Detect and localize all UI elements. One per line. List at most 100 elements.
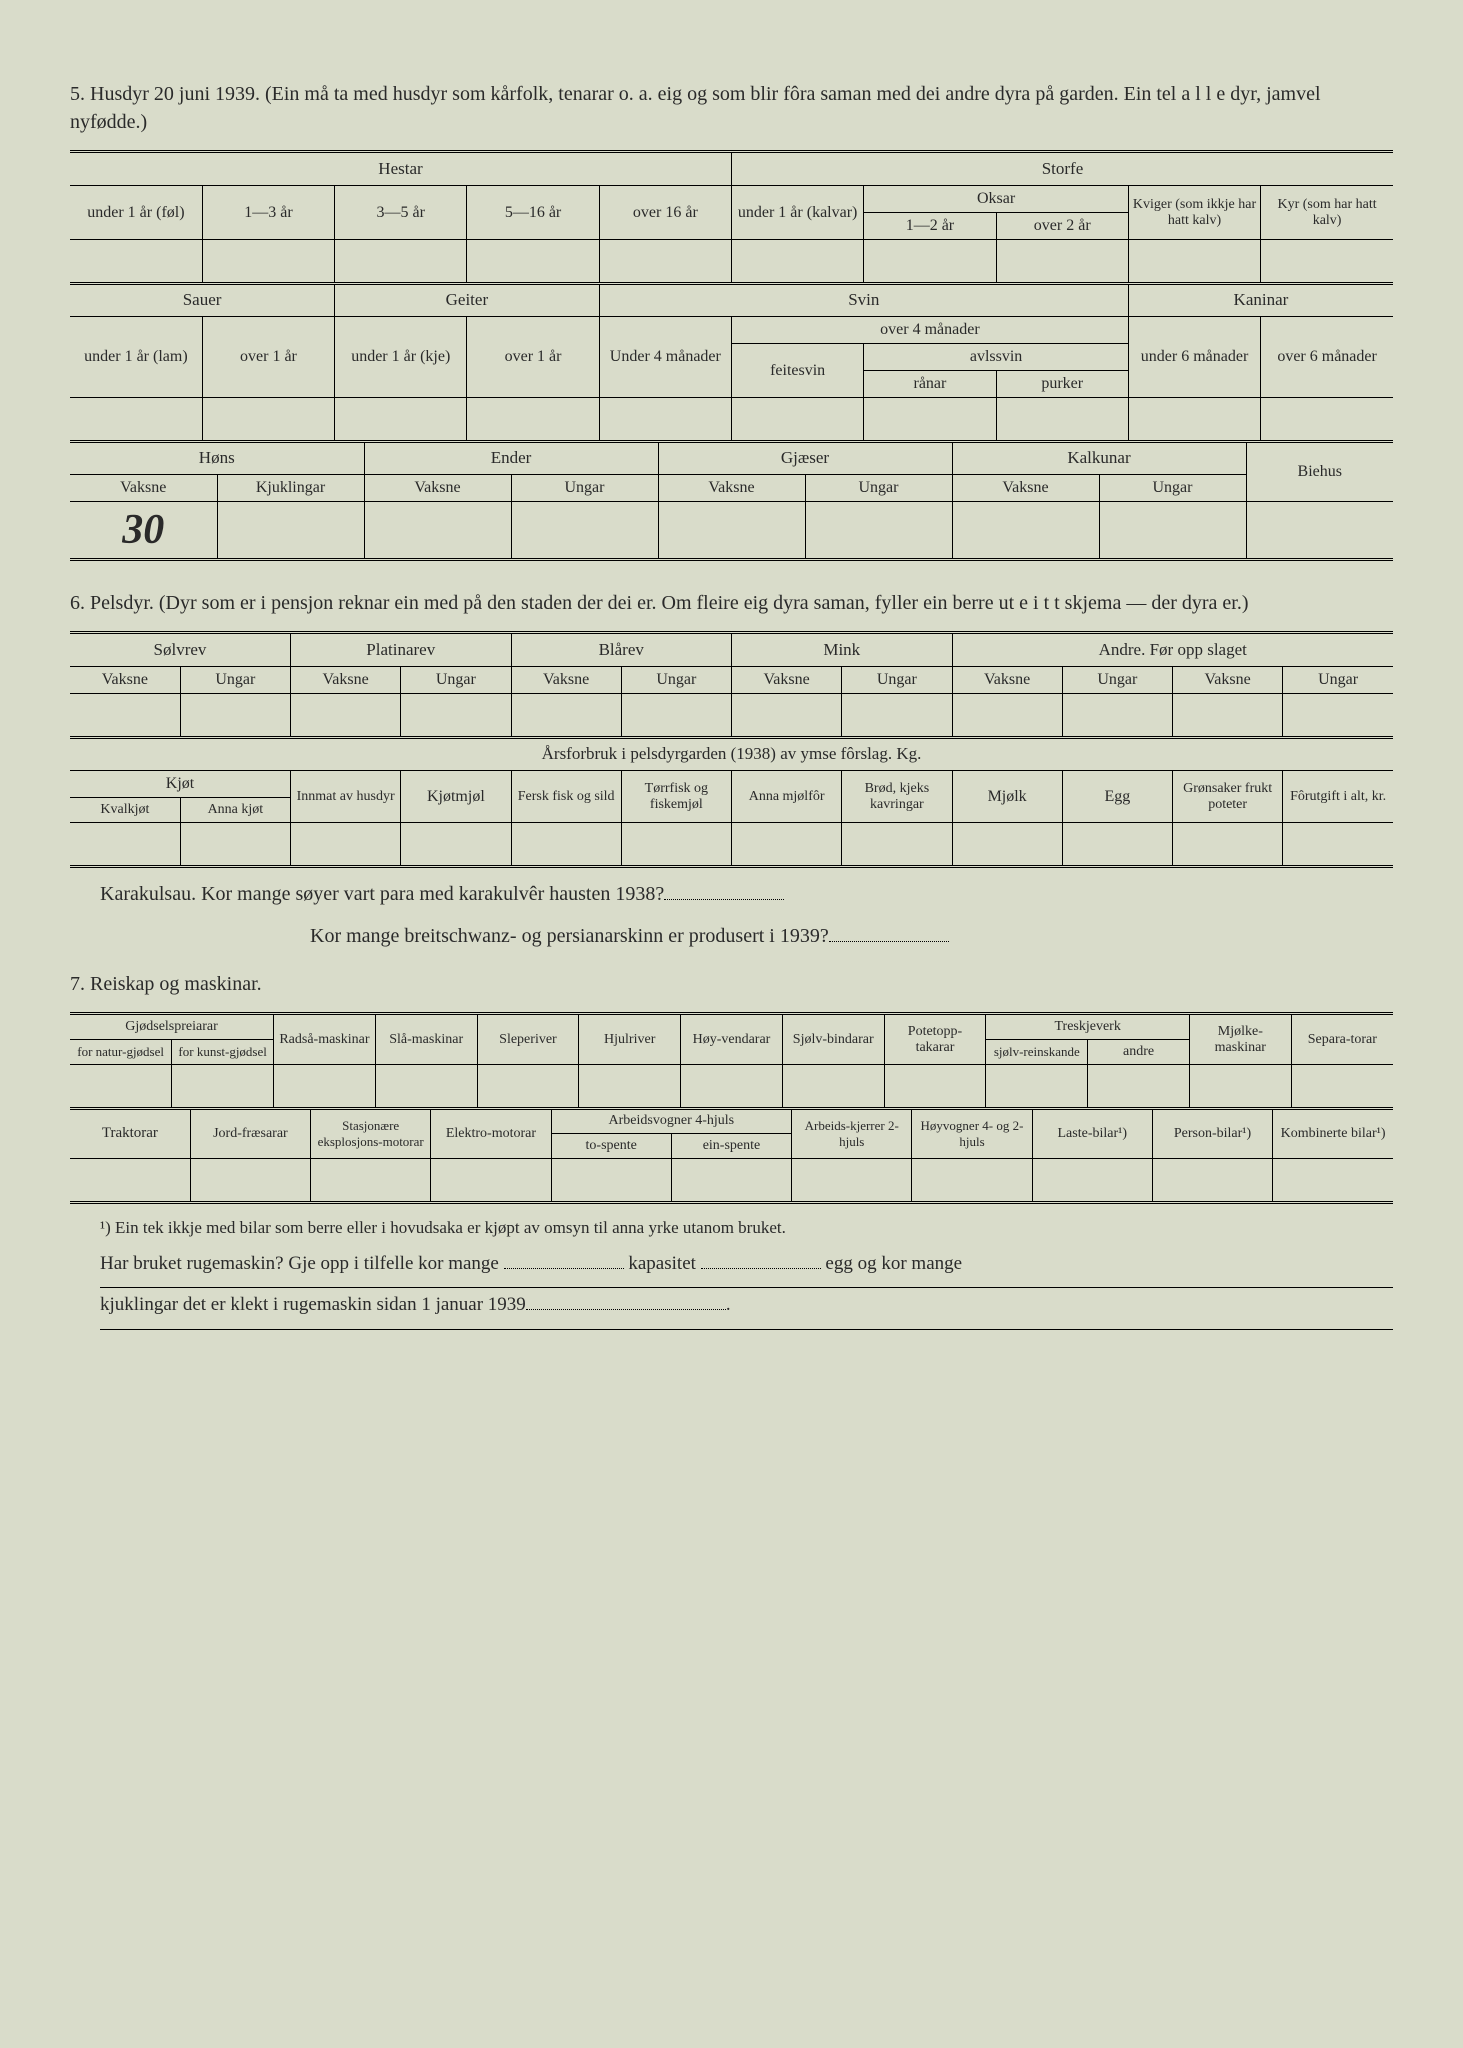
egg-label: Egg [1062, 771, 1172, 823]
hdr: Ungar [1062, 667, 1172, 694]
cell [599, 240, 731, 284]
blarev-label: Blårev [511, 633, 732, 667]
rugemaskin-q2: kjuklingar det er klekt i rugemaskin sid… [100, 1288, 1393, 1329]
cell [884, 1065, 986, 1109]
cell [477, 1065, 579, 1109]
hdr: Ungar [842, 667, 952, 694]
table-reiskap-2: Traktorar Jord-fræsarar Stasjonære ekspl… [70, 1109, 1393, 1204]
sjolvbind-label: Sjølv-bindarar [782, 1014, 884, 1065]
cell [671, 1159, 791, 1203]
sleperiver-label: Sleperiver [477, 1014, 579, 1065]
cell [70, 1065, 172, 1109]
hdr-kalk-vaksne: Vaksne [952, 475, 1099, 502]
table-sauer-svin: Sauer Geiter Svin Kaninar under 1 år (la… [70, 284, 1393, 443]
cell [621, 694, 731, 738]
gjodsel-label: Gjødselspreiarar [70, 1014, 274, 1040]
mink-label: Mink [732, 633, 953, 667]
cell [658, 502, 805, 560]
cell [986, 1065, 1088, 1109]
cell [1291, 1065, 1393, 1109]
cell [70, 398, 202, 442]
section-6-title: 6. Pelsdyr. (Dyr som er i pensjon reknar… [70, 589, 1393, 617]
natur-label: for natur-gjødsel [70, 1040, 172, 1065]
hdr-lam: under 1 år (lam) [70, 317, 202, 398]
cell [1261, 240, 1393, 284]
cell [274, 1065, 376, 1109]
traktorar-label: Traktorar [70, 1109, 190, 1159]
svin-label: Svin [599, 284, 1128, 317]
footnote-bilar: ¹) Ein tek ikkje med bilar som berre ell… [100, 1214, 1393, 1241]
table-reiskap-1: Gjødselspreiarar Radså-maskinar Slå-mask… [70, 1012, 1393, 1110]
ender-label: Ender [364, 442, 658, 475]
cell [1173, 823, 1283, 867]
separa-label: Separa-torar [1291, 1014, 1393, 1065]
cell [732, 694, 842, 738]
kalkunar-label: Kalkunar [952, 442, 1246, 475]
cell [842, 694, 952, 738]
hdr-svin-over4: over 4 månader [731, 317, 1128, 344]
jordfr-label: Jord-fræsarar [190, 1109, 310, 1159]
hdr-gjaeser-vaksne: Vaksne [658, 475, 805, 502]
hoy-label: Høy-vendarar [681, 1014, 783, 1065]
hdr-kjuklingar: Kjuklingar [217, 475, 364, 502]
cell [511, 694, 621, 738]
kaninar-label: Kaninar [1128, 284, 1393, 317]
cell [805, 502, 952, 560]
hdr-kje: under 1 år (kje) [335, 317, 467, 398]
cell [401, 823, 511, 867]
cell [291, 823, 401, 867]
cell [952, 694, 1062, 738]
hdr-geiter-over1: over 1 år [467, 317, 599, 398]
hdr-under1-fol: under 1 år (føl) [70, 186, 202, 240]
cell [467, 240, 599, 284]
solvrev-label: Sølvrev [70, 633, 291, 667]
cell [1152, 1159, 1272, 1203]
karakul-q1: Karakulsau. Kor mange søyer vart para me… [100, 878, 1393, 910]
arbeidsv-label: Arbeidsvogner 4-hjuls [551, 1109, 792, 1134]
cell [180, 694, 290, 738]
hdr: Vaksne [1173, 667, 1283, 694]
cell [70, 1159, 190, 1203]
hdr-gjaeser-ungar: Ungar [805, 475, 952, 502]
cell [335, 240, 467, 284]
cell [1032, 1159, 1152, 1203]
cell [180, 823, 290, 867]
hons-label: Høns [70, 442, 364, 475]
cell [401, 694, 511, 738]
cell [202, 240, 334, 284]
hdr-kan-under6: under 6 månader [1128, 317, 1260, 398]
cell [202, 398, 334, 442]
cell [996, 240, 1128, 284]
cell [681, 1065, 783, 1109]
hdr-kalk-ungar: Ungar [1099, 475, 1246, 502]
hdr: Ungar [401, 667, 511, 694]
kjot-label: Kjøt [70, 771, 291, 798]
hjulriver-label: Hjulriver [579, 1014, 681, 1065]
cell [511, 823, 621, 867]
cell [864, 240, 996, 284]
arsforbruk-label: Årsforbruk i pelsdyrgarden (1938) av yms… [70, 738, 1393, 771]
hdr-over16: over 16 år [599, 186, 731, 240]
table-pelsdyr: Sølvrev Platinarev Blårev Mink Andre. Fø… [70, 631, 1393, 739]
cell [172, 1065, 274, 1109]
annakjot-label: Anna kjøt [180, 798, 290, 823]
sjolvreins-label: sjølv-reinskande [986, 1040, 1088, 1065]
hdr-oksar: Oksar [864, 186, 1129, 213]
cell [1128, 240, 1260, 284]
cell [70, 823, 180, 867]
cell [1246, 502, 1393, 560]
hdr-kviger: Kviger (som ikkje har hatt kalv) [1128, 186, 1260, 240]
hdr-kan-over6: over 6 månader [1261, 317, 1393, 398]
cell [335, 398, 467, 442]
kombinerte-label: Kombinerte bilar¹) [1273, 1109, 1393, 1159]
annamjol-label: Anna mjølfôr [732, 771, 842, 823]
hdr: Vaksne [511, 667, 621, 694]
tospente-label: to-spente [551, 1134, 671, 1159]
brod-label: Brød, kjeks kavringar [842, 771, 952, 823]
cell [732, 823, 842, 867]
section-7-title: 7. Reiskap og maskinar. [70, 970, 1393, 998]
cell [1189, 1065, 1291, 1109]
cell [1273, 1159, 1393, 1203]
cell [952, 502, 1099, 560]
cell [996, 398, 1128, 442]
